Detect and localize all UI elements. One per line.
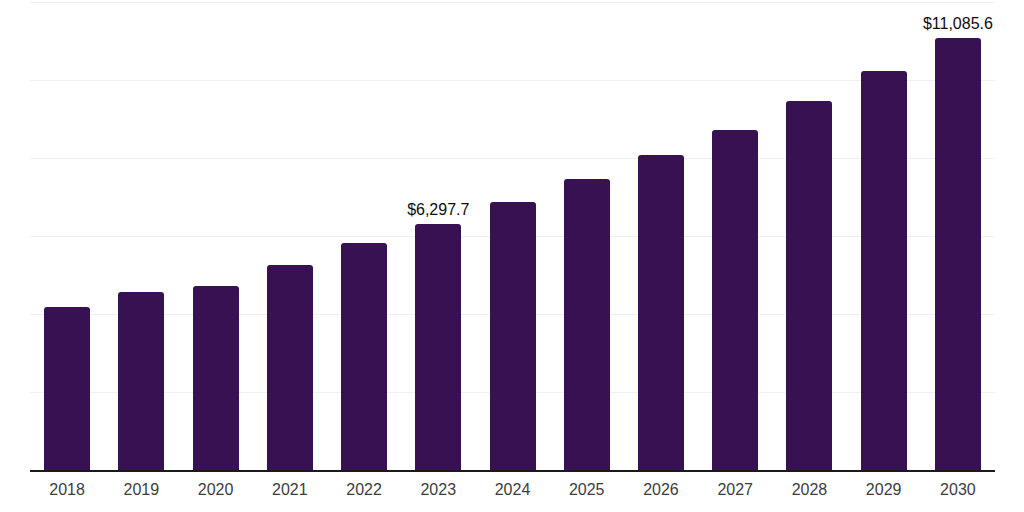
bar-2025[interactable] <box>564 179 610 470</box>
x-tick-label-2027: 2027 <box>717 481 753 499</box>
bar-2024[interactable] <box>490 202 536 470</box>
gridline-12000 <box>30 2 995 3</box>
bar-chart: 2018 2019 2020 2021 2022 2023 $6,297.7 2024 2025… <box>0 0 1024 512</box>
x-tick-label-2030: 2030 <box>940 481 976 499</box>
x-tick-label-2021: 2021 <box>272 481 308 499</box>
bar-2019[interactable] <box>118 292 164 470</box>
bar-2030[interactable] <box>935 38 981 470</box>
x-tick-label-2022: 2022 <box>346 481 382 499</box>
value-label-2023: $6,297.7 <box>407 201 469 219</box>
bar-2023[interactable] <box>415 224 461 470</box>
bar-2027[interactable] <box>712 130 758 470</box>
x-tick-label-2029: 2029 <box>866 481 902 499</box>
x-axis-line <box>30 470 995 472</box>
gridline-10000 <box>30 80 995 81</box>
bar-2018[interactable] <box>44 307 90 470</box>
bar-2022[interactable] <box>341 243 387 470</box>
bar-2029[interactable] <box>861 71 907 470</box>
x-tick-label-2023: 2023 <box>420 481 456 499</box>
bar-2026[interactable] <box>638 155 684 470</box>
x-tick-label-2020: 2020 <box>198 481 234 499</box>
x-tick-label-2028: 2028 <box>792 481 828 499</box>
bar-2028[interactable] <box>786 101 832 470</box>
bar-2020[interactable] <box>193 286 239 470</box>
x-tick-label-2024: 2024 <box>495 481 531 499</box>
x-tick-label-2019: 2019 <box>124 481 160 499</box>
bar-2021[interactable] <box>267 265 313 470</box>
x-tick-label-2025: 2025 <box>569 481 605 499</box>
x-tick-label-2026: 2026 <box>643 481 679 499</box>
gridline-8000 <box>30 158 995 159</box>
value-label-2030: $11,085.6 <box>923 15 993 33</box>
x-tick-label-2018: 2018 <box>49 481 85 499</box>
